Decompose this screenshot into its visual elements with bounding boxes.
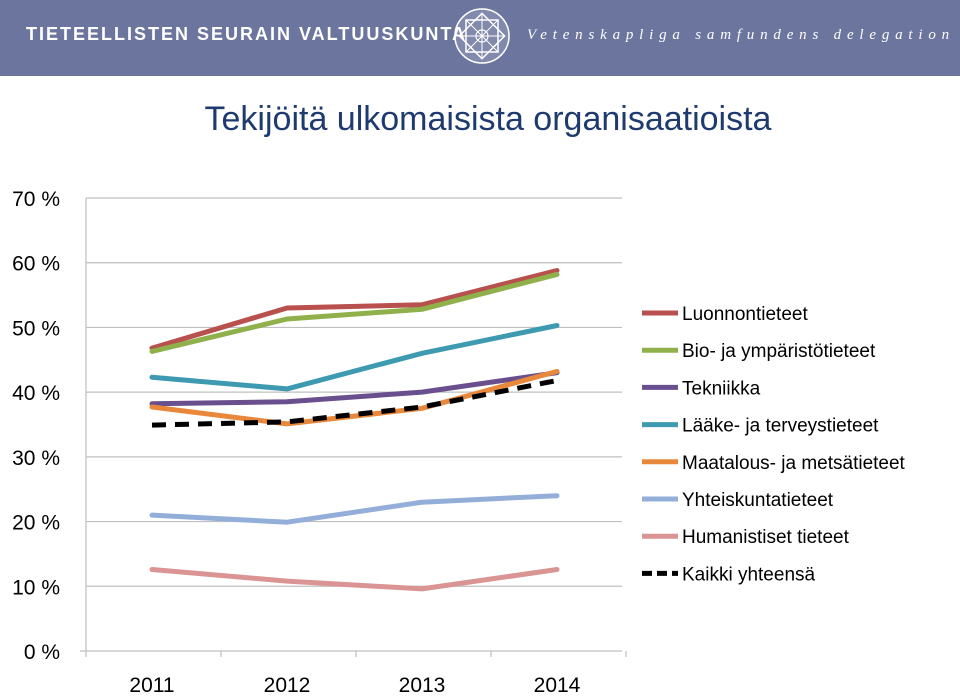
y-tick-label: 70 %	[12, 188, 60, 211]
legend-label: Lääke- ja terveystieteet	[682, 416, 879, 437]
x-tick-label: 2012	[264, 674, 311, 696]
y-tick-label: 0 %	[24, 641, 60, 664]
org-name-swedish: Vetenskapliga samfundens delegation	[527, 27, 955, 43]
legend-label: Luonnontieteet	[682, 304, 808, 325]
x-tick-label: 2014	[534, 674, 581, 696]
x-tick-label: 2011	[129, 674, 174, 696]
legend-label: Tekniikka	[682, 378, 761, 399]
y-tick-label: 50 %	[12, 317, 60, 340]
legend-label: Maatalous- ja metsätieteet	[682, 453, 906, 474]
chart-title: Tekijöitä ulkomaisista organisaatioista	[204, 100, 772, 138]
organization-logo	[454, 8, 510, 64]
legend-label: Bio- ja ympäristötieteet	[682, 341, 876, 362]
legend-label: Yhteiskuntatieteet	[682, 490, 834, 511]
y-tick-label: 20 %	[12, 512, 60, 535]
y-tick-label: 10 %	[12, 576, 60, 599]
series-line-1	[149, 268, 560, 351]
y-tick-label: 40 %	[12, 382, 60, 405]
x-tick-label: 2013	[399, 674, 446, 696]
axes: 0 % 10 % 20 % 30 % 40 % 50 % 60 % 70 % 2011 2012 2…	[12, 188, 627, 696]
series-line-5	[149, 368, 560, 427]
org-name-finnish: TIETEELLISTEN SEURAIN VALTUUSKUNTA	[26, 24, 467, 44]
header-banner: TIETEELLISTEN SEURAIN VALTUUSKUNTA Veten…	[0, 0, 960, 76]
legend-label: Humanistiset tieteet	[682, 527, 850, 548]
series-line-4	[149, 323, 560, 392]
y-tick-label: 30 %	[12, 447, 60, 470]
series-line-7	[149, 567, 560, 592]
legend: Luonnontieteet Bio- ja ympäristötieteet Te…	[642, 304, 906, 585]
series-line-6	[149, 493, 560, 525]
y-tick-label: 60 %	[12, 253, 60, 276]
series-lines	[149, 268, 560, 592]
series-line-2	[149, 271, 560, 354]
legend-label: Kaikki yhteensä	[682, 564, 816, 585]
gridlines	[86, 197, 622, 587]
series-line-3	[149, 370, 560, 407]
